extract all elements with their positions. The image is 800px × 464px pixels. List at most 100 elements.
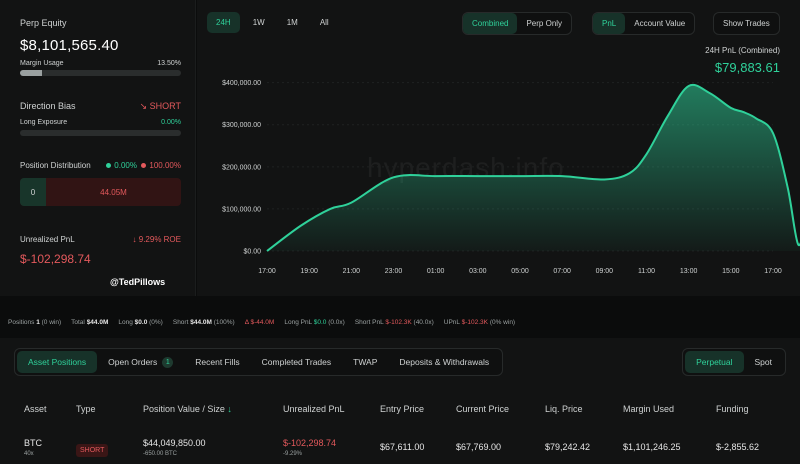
trend-down-icon: ↘ [139,101,148,111]
long-amount: 0 [20,178,46,206]
tab-asset-positions[interactable]: Asset Positions [17,351,98,373]
strip-long-pnl: Long PnL $0.0 (0.0x) [284,318,345,326]
row-position-value: $44,049,850.00 -650.00 BTC [143,438,206,457]
tab-24h[interactable]: 24H [207,12,240,33]
x-tick-label: 09:00 [596,268,614,275]
pnl-line [266,83,800,252]
long-exposure-value: 0.00% [161,119,181,126]
col-funding[interactable]: Funding [716,404,749,414]
sort-down-icon: ↓ [227,404,232,414]
perp-equity-label: Perp Equity [20,18,67,28]
pnl-button[interactable]: PnL [593,13,626,34]
col-type[interactable]: Type [76,404,96,414]
tab-open-orders[interactable]: Open Orders 1 [97,351,184,374]
strip-short-pnl: Short PnL $-102.3K (40.0x) [354,318,434,326]
y-tick-label: $400,000.00 [222,80,261,87]
x-tick-label: 01:00 [427,268,445,275]
direction-bias-value: ↘ SHORT [139,101,181,111]
tab-recent-fills[interactable]: Recent Fills [195,357,240,367]
long-dot-icon [106,163,112,169]
x-tick-label: 03:00 [469,268,487,275]
tab-all[interactable]: All [319,18,329,27]
pnl-period-value: $79,883.61 [714,60,780,75]
margin-usage-bar [20,70,181,76]
twitter-handle: @TedPillows [110,277,166,287]
long-exposure-label: Long Exposure [20,119,68,126]
market-toggle: Perpetual Spot [682,348,786,376]
margin-usage-fill [20,70,42,76]
row-current-price: $67,769.00 [456,442,502,452]
position-distribution-row: Position Distribution 0.00% 100.00% [20,161,181,170]
upnl-value: $-102,298.74 [20,252,91,266]
strip-short: Short $44.0M (100%) [172,318,235,326]
x-tick-label: 21:00 [343,268,361,275]
perpetual-button[interactable]: Perpetual [685,351,744,373]
account-value-button[interactable]: Account Value [634,19,686,28]
combined-button[interactable]: Combined [463,13,518,34]
pnl-chart-panel: 24H 1W 1M All Combined Perp Only PnL Acc… [197,0,800,296]
show-trades-button[interactable]: Show Trades [713,12,780,35]
distribution-legend: 0.00% 100.00% [106,161,181,170]
arrow-down-icon: ↓ [132,235,137,244]
x-tick-label: 07:00 [553,268,571,275]
y-tick-label: $200,000.00 [222,164,261,171]
positions-summary-strip: Positions 1 (0 win) Total $44.0M Long $0… [0,314,800,330]
margin-usage-label: Margin Usage [20,60,64,67]
x-tick-label: 05:00 [511,268,529,275]
strip-positions: Positions 1 (0 win) [8,318,62,326]
long-exposure-row: Long Exposure 0.00% [20,119,181,126]
tab-completed-trades[interactable]: Completed Trades [261,357,332,367]
upnl-label: Unrealized PnL [20,235,75,244]
tab-1w[interactable]: 1W [252,18,265,27]
y-tick-label: $0.00 [243,249,261,256]
y-tick-label: $100,000.00 [222,206,261,213]
row-upnl: $-102,298.74 -9.29% [283,438,337,457]
margin-usage-value: 13.50% [157,60,181,67]
positions-tabs: Asset Positions Open Orders 1 Recent Fill… [14,348,504,376]
x-tick-label: 19:00 [300,268,318,275]
strip-upnl: UPnL $-102.3K (0% win) [443,318,516,326]
row-funding: $-2,855.62 [716,442,760,452]
col-unrealized-pnl[interactable]: Unrealized PnL [283,404,345,414]
perp-only-button[interactable]: Perp Only [526,19,563,28]
spot-button[interactable]: Spot [754,357,773,367]
pnl-area-fill [267,84,800,251]
time-range-tabs: 24H 1W 1M All [207,12,338,33]
tab-twap[interactable]: TWAP [353,357,378,367]
col-current-price[interactable]: Current Price [456,404,510,414]
x-tick-label: 13:00 [680,268,698,275]
position-type-badge: SHORT [76,444,109,457]
upnl-row: Unrealized PnL ↓ 9.29% ROE [20,235,181,244]
margin-usage-row: Margin Usage 13.50% [20,60,181,67]
roe-value: ↓ 9.29% ROE [132,235,181,244]
direction-bias-label: Direction Bias [20,101,76,111]
pnl-period-label: 24H PnL (Combined) [705,46,780,55]
col-position-value[interactable]: Position Value / Size ↓ [143,404,232,414]
position-distribution-bar: 0 44.05M [20,178,181,206]
row-entry-price: $67,611.00 [380,442,425,452]
row-liq-price: $79,242.42 [545,442,591,452]
col-liq-price[interactable]: Liq. Price [545,404,583,414]
col-asset[interactable]: Asset [24,404,47,414]
x-tick-label: 17:00 [764,268,782,275]
strip-total: Total $44.0M [71,318,109,326]
col-entry-price[interactable]: Entry Price [380,404,425,414]
row-asset[interactable]: BTC 40x [24,438,42,457]
metric-toggle: PnL Account Value [592,12,696,35]
tab-deposits-withdrawals[interactable]: Deposits & Withdrawals [399,357,490,367]
direction-bias-row: Direction Bias ↘ SHORT [20,101,181,112]
account-summary-panel: Perp Equity $8,101,565.40 Margin Usage 1… [0,0,196,296]
x-tick-label: 15:00 [722,268,740,275]
row-margin-used: $1,101,246.25 [623,442,681,452]
x-tick-label: 11:00 [638,268,655,275]
col-margin-used[interactable]: Margin Used [623,404,675,414]
perp-equity-value: $8,101,565.40 [20,37,119,54]
positions-panel: Asset Positions Open Orders 1 Recent Fill… [0,338,800,464]
short-dot-icon [141,163,147,169]
long-exposure-bar [20,130,181,136]
position-distribution-label: Position Distribution [20,161,91,170]
open-orders-count-badge: 1 [162,356,174,368]
tab-1m[interactable]: 1M [286,18,298,27]
short-amount: 44.05M [100,187,127,197]
pnl-area-chart: $0.00 $100,000.00 $200,000.00 $300,000.00 $4… [222,80,800,275]
